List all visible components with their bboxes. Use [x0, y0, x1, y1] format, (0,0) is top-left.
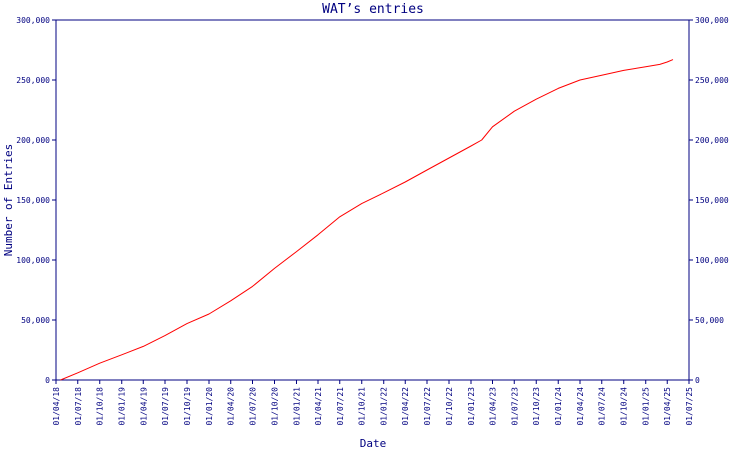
- x-tick-label: 01/07/18: [74, 387, 83, 426]
- x-tick-label: 01/01/20: [205, 387, 214, 426]
- x-axis: 01/04/18 01/07/18 01/10/18 01/01/19 01/04/19…: [52, 380, 694, 426]
- x-tick-label: 01/07/24: [598, 387, 607, 426]
- x-tick-label: 01/07/25: [685, 387, 694, 426]
- x-tick-label: 01/07/22: [423, 387, 432, 426]
- x-tick-label: 01/01/19: [118, 387, 127, 426]
- series-group: [60, 59, 674, 381]
- plot-area-frame: [55, 19, 690, 381]
- x-tick-label: 01/07/21: [336, 387, 345, 426]
- y-tick-label-right: 250,000: [695, 76, 729, 85]
- x-tick-label: 01/10/19: [183, 387, 192, 426]
- y-tick-label-right: 0: [695, 376, 700, 385]
- y-tick-label-left: 0: [45, 376, 50, 385]
- y-axis-title: Number of Entries: [2, 144, 15, 257]
- x-tick-label: 01/07/20: [248, 387, 257, 426]
- x-tick-label: 01/10/24: [620, 387, 629, 426]
- y-tick-label-left: 300,000: [16, 16, 50, 25]
- x-tick-label: 01/04/22: [401, 387, 410, 426]
- x-tick-label: 01/04/24: [576, 387, 585, 426]
- x-tick-label: 01/07/19: [161, 387, 170, 426]
- y-tick-label-right: 100,000: [695, 256, 729, 265]
- series-line: [60, 59, 674, 381]
- x-tick-label: 01/04/19: [139, 387, 148, 426]
- x-tick-label: 01/01/24: [554, 387, 563, 426]
- x-tick-label: 01/04/20: [227, 387, 236, 426]
- y-tick-label-left: 250,000: [16, 76, 50, 85]
- y-tick-label-right: 200,000: [695, 136, 729, 145]
- y-tick-label-right: 50,000: [695, 316, 724, 325]
- x-tick-label: 01/10/22: [445, 387, 454, 426]
- x-tick-label: 01/01/21: [292, 387, 301, 426]
- x-tick-label: 01/01/22: [380, 387, 389, 426]
- y-tick-label-left: 150,000: [16, 196, 50, 205]
- x-axis-title: Date: [360, 437, 387, 450]
- x-tick-label: 01/04/25: [663, 387, 672, 426]
- y-tick-label-left: 100,000: [16, 256, 50, 265]
- y-tick-label-right: 300,000: [695, 16, 729, 25]
- chart-title: WAT’s entries: [322, 2, 424, 17]
- y-axis-left: 0 50,000 100,000 150,000 200,000 250,000 300,0…: [16, 16, 56, 385]
- x-tick-label: 01/04/21: [314, 387, 323, 426]
- x-tick-label: 01/10/23: [532, 387, 541, 426]
- y-tick-label-left: 200,000: [16, 136, 50, 145]
- x-tick-label: 01/04/23: [489, 387, 498, 426]
- y-axis-right: 0 50,000 100,000 150,000 200,000 250,000 300,0…: [689, 16, 729, 385]
- x-tick-label: 01/01/25: [642, 387, 651, 426]
- x-tick-label: 01/10/21: [358, 387, 367, 426]
- x-tick-label: 01/10/20: [270, 387, 279, 426]
- y-tick-label-right: 150,000: [695, 196, 729, 205]
- x-tick-label: 01/04/18: [52, 387, 61, 426]
- x-tick-label: 01/10/18: [96, 387, 105, 426]
- x-tick-label: 01/01/23: [467, 387, 476, 426]
- y-tick-label-left: 50,000: [21, 316, 50, 325]
- x-tick-label: 01/07/23: [510, 387, 519, 426]
